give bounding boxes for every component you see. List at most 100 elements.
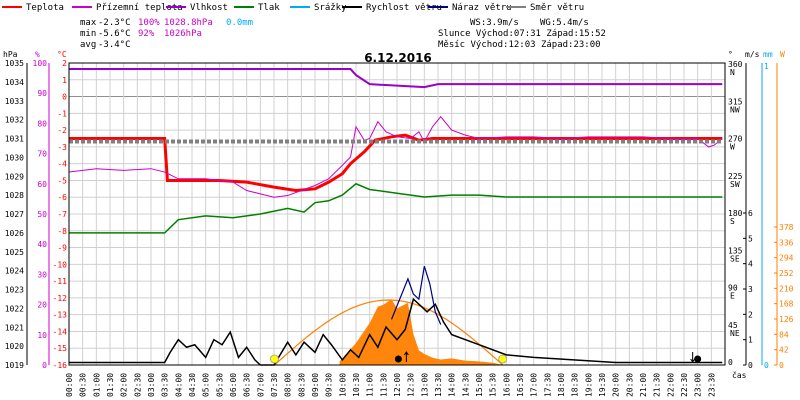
legend: Teplota Přízemní teplota Vlhkost Tlak Sr…: [2, 3, 584, 13]
tick-pressure: 1019: [5, 361, 24, 370]
unit-pct: %: [35, 50, 40, 59]
axes: 1019102010211022102310241025102610271028…: [5, 59, 794, 397]
moon-marker: [694, 355, 702, 363]
tick-solar: 42: [779, 346, 789, 355]
tick-pressure: 1020: [5, 342, 24, 351]
tick-wind-speed: 0: [748, 361, 753, 370]
tick-wind-dir-name: W: [730, 143, 735, 152]
stats-block: max -2.3°C 100% 1028.8hPa 0.0mm min -5.6…: [80, 18, 606, 50]
tick-time: 02:30: [133, 373, 142, 397]
legend-item-tlak: Tlak: [234, 3, 280, 13]
moonset-arrow: [690, 352, 696, 363]
legend-item-prizemni-teplota: Přízemní teplota: [72, 3, 183, 13]
sun-curve: [274, 299, 504, 366]
tick-time: 21:00: [639, 373, 648, 397]
legend-label: Teplota: [26, 3, 64, 13]
moon-marker: [394, 355, 402, 363]
unit-hpa: hPa: [3, 50, 18, 59]
tick-time: 20:00: [612, 373, 621, 397]
unit-time: čas: [732, 370, 747, 380]
tick-solar: 168: [779, 300, 794, 309]
tick-humidity: 30: [37, 270, 47, 279]
unit-w: W: [780, 50, 785, 59]
tick-time: 19:30: [598, 373, 607, 397]
tick-temperature: -1: [57, 109, 67, 118]
tick-humidity: 40: [37, 240, 47, 249]
stat-min-temp: -5.6°C: [98, 29, 131, 39]
legend-item-smer-vetru: Směr větru: [506, 3, 584, 13]
tick-wind-speed: 5: [748, 234, 753, 243]
axis-unit-headers: hPa % °C ° m/s mm W čas: [3, 50, 785, 380]
tick-time: 12:00: [393, 373, 402, 397]
tick-temperature: -12: [53, 294, 68, 303]
stat-avg-label: avg: [80, 40, 96, 50]
tick-pressure: 1034: [5, 78, 24, 87]
tick-time: 11:00: [366, 373, 375, 397]
tick-humidity: 80: [37, 119, 47, 128]
tick-temperature: -16: [53, 361, 68, 370]
tick-wind-dir: 360: [728, 60, 743, 69]
tick-temperature: -4: [57, 160, 67, 169]
unit-mm: mm: [763, 50, 773, 59]
tick-wind-dir: 225: [728, 172, 743, 181]
tick-time: 10:30: [352, 373, 361, 397]
stat-min-hum: 92%: [138, 29, 155, 39]
sun-marker: [270, 354, 279, 364]
unit-ms: m/s: [745, 50, 760, 59]
stat-wg: WG:5.4m/s: [540, 18, 589, 28]
tick-wind-dir: 0: [728, 358, 733, 367]
tick-wind-dir: 90: [728, 284, 738, 293]
tick-time: 17:00: [530, 373, 539, 397]
tick-time: 16:30: [516, 373, 525, 397]
tick-time: 23:00: [694, 373, 703, 397]
tick-temperature: -2: [57, 126, 67, 135]
tick-wind-dir: 180: [728, 209, 743, 218]
sun-marker: [498, 354, 508, 364]
tick-humidity: 100: [33, 59, 48, 68]
tick-temperature: -11: [53, 277, 68, 286]
tick-wind-dir: 135: [728, 246, 743, 255]
tick-solar: 126: [779, 315, 794, 324]
solar-radiation-area: [274, 299, 504, 366]
series-tlak: [69, 182, 723, 234]
tick-time: 22:30: [680, 373, 689, 397]
legend-label: Vlhkost: [190, 3, 228, 13]
stat-moon: Měsíc Východ:12:03 Západ:23:00: [438, 40, 601, 50]
tick-temperature: -14: [53, 327, 68, 336]
tick-wind-speed: 4: [748, 260, 753, 269]
tick-wind-dir-name: NE: [730, 329, 740, 338]
legend-item-naraz-vetru: Náraz větru: [428, 3, 512, 13]
tick-time: 17:30: [543, 373, 552, 397]
legend-label: Směr větru: [530, 3, 584, 13]
tick-time: 16:00: [502, 373, 511, 397]
tick-time: 10:00: [338, 373, 347, 397]
tick-time: 18:00: [557, 373, 566, 397]
tick-wind-dir-name: SW: [730, 180, 740, 189]
series-vlhkost: [69, 68, 723, 89]
tick-rain: 1: [764, 62, 769, 71]
tick-wind-speed: 2: [748, 310, 753, 319]
stat-max-label: max: [80, 18, 97, 28]
tick-pressure: 1030: [5, 153, 24, 162]
unit-deg: °: [728, 50, 733, 59]
stat-max-rain: 0.0mm: [226, 18, 253, 28]
solar-radiation-fill: [339, 299, 504, 365]
series-rychlost-vetru: [69, 297, 723, 366]
legend-label: Srážky: [314, 3, 347, 13]
tick-humidity: 50: [37, 210, 47, 219]
tick-pressure: 1027: [5, 210, 24, 219]
tick-wind-speed: 6: [748, 209, 753, 218]
tick-time: 01:30: [106, 373, 115, 397]
plot-frame: [68, 62, 726, 366]
tick-time: 03:00: [147, 373, 156, 397]
tick-temperature: -3: [57, 143, 67, 152]
unit-temp: °C: [57, 50, 67, 59]
tick-time: 03:30: [161, 373, 170, 397]
tick-time: 11:30: [379, 373, 388, 397]
stat-max-hum: 100%: [138, 18, 160, 28]
tick-humidity: 20: [37, 301, 47, 310]
tick-pressure: 1029: [5, 172, 24, 181]
tick-temperature: -5: [57, 176, 67, 185]
tick-time: 23:30: [707, 373, 716, 397]
tick-time: 05:00: [202, 373, 211, 397]
